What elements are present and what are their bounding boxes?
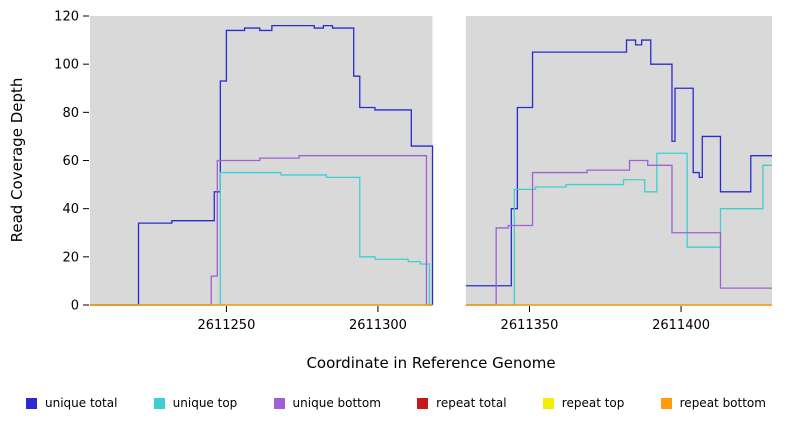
legend-item-repeat-top: repeat top <box>542 396 625 410</box>
y-tick-label: 20 <box>62 250 79 265</box>
legend-swatch <box>542 397 554 409</box>
legend-label: repeat bottom <box>679 396 766 410</box>
y-tick-label: 80 <box>62 106 79 121</box>
series-unique-total <box>90 24 434 306</box>
x-tick-label: 2611400 <box>652 318 710 333</box>
legend-item-repeat-bottom: repeat bottom <box>660 396 766 410</box>
x-axis-label: Coordinate in Reference Genome <box>306 354 555 372</box>
series-unique-top <box>90 171 433 306</box>
x-tick-label: 2611300 <box>349 318 407 333</box>
legend-swatch <box>153 397 165 409</box>
legend-swatch <box>660 397 672 409</box>
series-unique-bottom <box>465 159 772 306</box>
legend-swatch <box>417 397 429 409</box>
legend-item-unique-bottom: unique bottom <box>273 396 381 410</box>
legend-label: repeat total <box>436 396 507 410</box>
y-tick-label: 100 <box>54 58 79 73</box>
legend: unique total unique top unique bottom repea… <box>0 396 792 410</box>
y-tick-label: 120 <box>54 10 79 25</box>
series-unique-top <box>465 152 772 306</box>
legend-item-unique-top: unique top <box>153 396 238 410</box>
x-tick-label: 2611250 <box>197 318 255 333</box>
plot-layers: 2611250 2611300 2611350 2611400 0 20 40 60 80 100… <box>54 10 772 333</box>
legend-label: repeat top <box>561 396 625 410</box>
series-unique-total <box>465 39 772 287</box>
legend-label: unique total <box>45 396 118 410</box>
legend-swatch <box>273 397 285 409</box>
legend-swatch <box>26 397 37 409</box>
plot-svg: 2611250 2611300 2611350 2611400 0 20 40 60 80 100… <box>8 10 772 372</box>
y-tick-label: 60 <box>62 154 79 169</box>
plot-panel-left <box>90 16 433 305</box>
series-unique-bottom <box>90 155 433 306</box>
legend-item-unique-total: unique total <box>26 396 117 410</box>
y-axis-label: Read Coverage Depth <box>8 78 26 243</box>
legend-label: unique bottom <box>292 396 381 410</box>
legend-item-repeat-total: repeat total <box>417 396 507 410</box>
x-tick-label: 2611350 <box>501 318 559 333</box>
legend-label: unique top <box>172 396 238 410</box>
y-tick-label: 0 <box>71 299 79 314</box>
y-tick-label: 40 <box>62 202 79 217</box>
